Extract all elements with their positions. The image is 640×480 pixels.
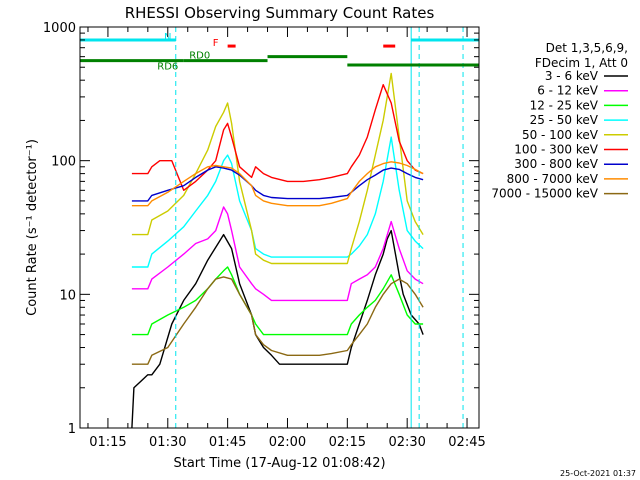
series-line-4 — [131, 136, 424, 268]
annotation-rd6: RD6 — [157, 62, 178, 73]
legend-label: 800 - 7000 keV — [507, 172, 599, 186]
y-tick-label: 1000 — [43, 21, 76, 36]
series-line-2 — [131, 206, 424, 302]
legend-label: 100 - 300 keV — [514, 143, 598, 157]
x-tick-label: 01:30 — [149, 435, 186, 450]
legend-label: 7000 - 15000 keV — [491, 187, 598, 201]
legend-label: 12 - 25 keV — [530, 98, 599, 112]
legend-header: FDecim 1, Att 0 — [535, 56, 628, 70]
y-tick-label: 10 — [59, 288, 76, 303]
y-tick-label: 100 — [51, 155, 76, 170]
x-tick-label: 01:45 — [209, 435, 246, 450]
x-axis-label: Start Time (17-Aug-12 01:08:42) — [173, 456, 385, 471]
legend-label: 6 - 12 keV — [537, 84, 599, 98]
y-axis-label: Count Rate (s⁻¹ detector⁻¹) — [25, 139, 40, 316]
plot-frame — [79, 26, 480, 429]
series-line-8 — [131, 161, 424, 207]
legend-label: 3 - 6 keV — [545, 69, 599, 83]
x-tick-label: 02:30 — [388, 435, 425, 450]
y-tick-label: 1 — [68, 422, 76, 437]
footer-date: 25-Oct-2021 01:37 — [560, 469, 636, 478]
x-axis: 01:15 01:30 01:45 02:00 02:15 02:30 02:45 — [87, 27, 486, 450]
x-tick-label: 02:45 — [448, 435, 485, 450]
annotation-f: F — [213, 38, 219, 49]
legend-label: 25 - 50 keV — [530, 113, 599, 127]
chart-title: RHESSI Observing Summary Count Rates — [125, 4, 435, 22]
series-line-6 — [131, 84, 424, 191]
legend-label: 300 - 800 keV — [514, 157, 598, 171]
legend-label: 50 - 100 keV — [522, 128, 599, 142]
legend-header: Det 1,3,5,6,9, — [546, 41, 628, 55]
series-line-9 — [131, 276, 424, 365]
x-tick-label: 02:00 — [269, 435, 306, 450]
series-line-7 — [131, 166, 424, 202]
series-line-3 — [131, 266, 424, 336]
annotation-n: N — [164, 32, 171, 43]
annotation-rd0: RD0 — [189, 51, 210, 62]
x-tick-label: 01:15 — [89, 435, 126, 450]
series-group — [131, 72, 424, 428]
series-line-1 — [131, 229, 424, 428]
x-tick-label: 02:15 — [329, 435, 366, 450]
legend: Det 1,3,5,6,9,FDecim 1, Att 03 - 6 keV6 … — [491, 41, 628, 201]
